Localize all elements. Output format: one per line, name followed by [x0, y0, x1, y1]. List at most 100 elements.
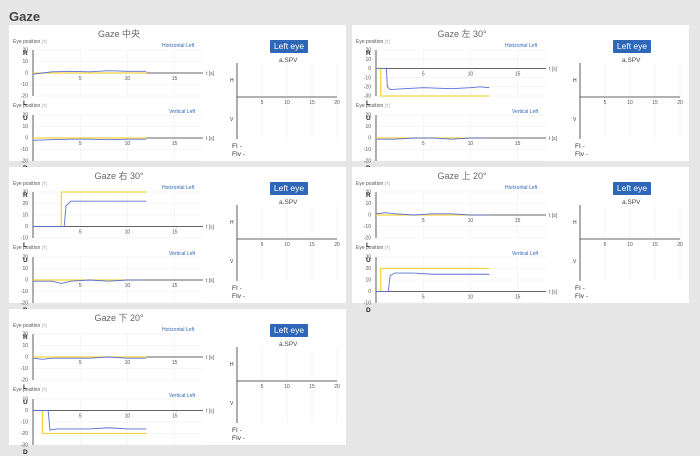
- y-tick-label: 10: [365, 57, 371, 63]
- x-tick-label: 10: [125, 360, 131, 366]
- channel-v-label: V: [573, 117, 577, 123]
- gaze-panel: Gaze 右 30° Eye position [?] Horizontal Lef…: [9, 167, 346, 314]
- y-tick-label: 10: [365, 278, 371, 284]
- y-tick-label: 10: [365, 201, 371, 207]
- help-icon[interactable]: [?]: [41, 387, 47, 392]
- x-tick-label: 20: [677, 242, 683, 248]
- help-icon[interactable]: [?]: [41, 245, 47, 250]
- help-icon[interactable]: [?]: [41, 103, 47, 108]
- y-tick-label: 20: [365, 113, 371, 119]
- help-icon[interactable]: [?]: [384, 103, 390, 108]
- channel-h-label: H: [573, 220, 577, 226]
- spv-title: a.SPV: [622, 199, 641, 206]
- x-axis-label: t [s]: [206, 225, 215, 231]
- x-axis-label: t [s]: [549, 136, 558, 142]
- x-axis-label: t [s]: [206, 355, 215, 361]
- x-tick-label: 15: [309, 384, 315, 390]
- panel-title: Gaze 左 30°: [437, 29, 487, 39]
- x-tick-label: 10: [284, 384, 290, 390]
- x-tick-label: 10: [125, 141, 131, 147]
- help-icon[interactable]: [?]: [384, 181, 390, 186]
- y-tick-label: 20: [365, 266, 371, 272]
- channel-h-label: H: [230, 362, 234, 368]
- y-tick-label: 10: [22, 124, 28, 130]
- x-tick-label: 15: [515, 295, 521, 301]
- eye-position-text: Eye position: [356, 39, 384, 45]
- left-eye-button[interactable]: Left eye: [270, 182, 308, 195]
- y-tick-label: -10: [364, 147, 371, 153]
- y-tick-label: 10: [22, 213, 28, 219]
- vertical-left-label: Vertical Left: [512, 109, 539, 115]
- eye-trace: [376, 67, 490, 91]
- channel-v-label: V: [230, 117, 234, 123]
- y-tick-label: -10: [21, 236, 28, 242]
- y-tick-label: 0: [25, 278, 28, 284]
- x-tick-label: 10: [468, 218, 474, 224]
- left-eye-button[interactable]: Left eye: [613, 182, 651, 195]
- left-eye-button[interactable]: Left eye: [270, 40, 308, 53]
- eye-position-text: Eye position: [356, 181, 384, 187]
- help-icon[interactable]: [?]: [384, 245, 390, 250]
- spv-title: a.SPV: [622, 57, 641, 64]
- x-tick-label: 10: [627, 242, 633, 248]
- eye-position-text: Eye position: [13, 387, 41, 393]
- panel-title: Gaze 下 20°: [94, 313, 144, 323]
- y-tick-label: -10: [364, 224, 371, 230]
- x-tick-label: 10: [125, 76, 131, 82]
- vertical-left-label: Vertical Left: [169, 251, 196, 257]
- horizontal-position-chart: 30 20 10 0 -10 5 10 15 t [s] R L: [21, 190, 215, 249]
- help-icon[interactable]: [?]: [41, 323, 47, 328]
- y-tick-label: -20: [21, 159, 28, 165]
- y-tick-label: 0: [25, 71, 28, 77]
- y-tick-label: -20: [21, 94, 28, 100]
- eye-position-label: Eye position [?]: [356, 103, 390, 109]
- y-tick-label: -10: [21, 289, 28, 295]
- eye-position-label: Eye position [?]: [13, 39, 47, 45]
- x-axis-label: t [s]: [549, 66, 558, 72]
- eye-position-text: Eye position: [13, 245, 41, 251]
- x-tick-label: 15: [309, 242, 315, 248]
- left-eye-button[interactable]: Left eye: [270, 324, 308, 337]
- y-tick-label: 0: [25, 224, 28, 230]
- stimulus-trace: [33, 191, 147, 228]
- x-tick-label: 10: [125, 414, 131, 420]
- y-tick-label: -10: [364, 301, 371, 307]
- x-axis-label: t [s]: [206, 136, 215, 142]
- x-tick-label: 5: [604, 100, 607, 106]
- eye-position-text: Eye position: [13, 323, 41, 329]
- y-tick-label: -20: [364, 85, 371, 91]
- eye-trace: [376, 137, 490, 140]
- left-eye-button[interactable]: Left eye: [613, 40, 651, 53]
- x-tick-label: 15: [652, 100, 658, 106]
- spv-chart: 5 10 15 20 H V: [573, 205, 683, 281]
- direction-top-label: R: [23, 50, 28, 57]
- x-tick-label: 5: [79, 141, 82, 147]
- spv-chart: 5 10 15 20 H V: [573, 63, 683, 139]
- x-tick-label: 10: [468, 71, 474, 77]
- channel-h-label: H: [230, 78, 234, 84]
- y-tick-label: -10: [21, 147, 28, 153]
- x-tick-label: 5: [422, 141, 425, 147]
- gaze-panel: Gaze 中央 Eye position [?] Horizontal Left Ey…: [9, 25, 346, 172]
- vertical-left-label: Vertical Left: [169, 109, 196, 115]
- help-icon[interactable]: [?]: [384, 39, 390, 44]
- help-icon[interactable]: [?]: [41, 181, 47, 186]
- eye-position-text: Eye position: [13, 39, 41, 45]
- y-tick-label: 0: [368, 136, 371, 142]
- y-tick-label: -30: [21, 443, 28, 449]
- direction-top-label: U: [23, 399, 28, 406]
- eye-position-label: Eye position [?]: [13, 103, 47, 109]
- x-tick-label: 5: [79, 230, 82, 236]
- direction-top-label: R: [366, 192, 371, 199]
- help-icon[interactable]: [?]: [41, 39, 47, 44]
- x-tick-label: 5: [422, 71, 425, 77]
- direction-top-label: U: [366, 257, 371, 264]
- y-tick-label: -30: [364, 94, 371, 100]
- x-axis-label: t [s]: [549, 290, 558, 296]
- eye-trace: [33, 279, 147, 284]
- y-tick-label: 30: [22, 190, 28, 196]
- eye-position-text: Eye position: [356, 103, 384, 109]
- horizontal-position-chart: 20 10 0 -10 -20 5 10 15 t [s] R L: [364, 190, 558, 249]
- direction-bottom-label: L: [366, 242, 370, 249]
